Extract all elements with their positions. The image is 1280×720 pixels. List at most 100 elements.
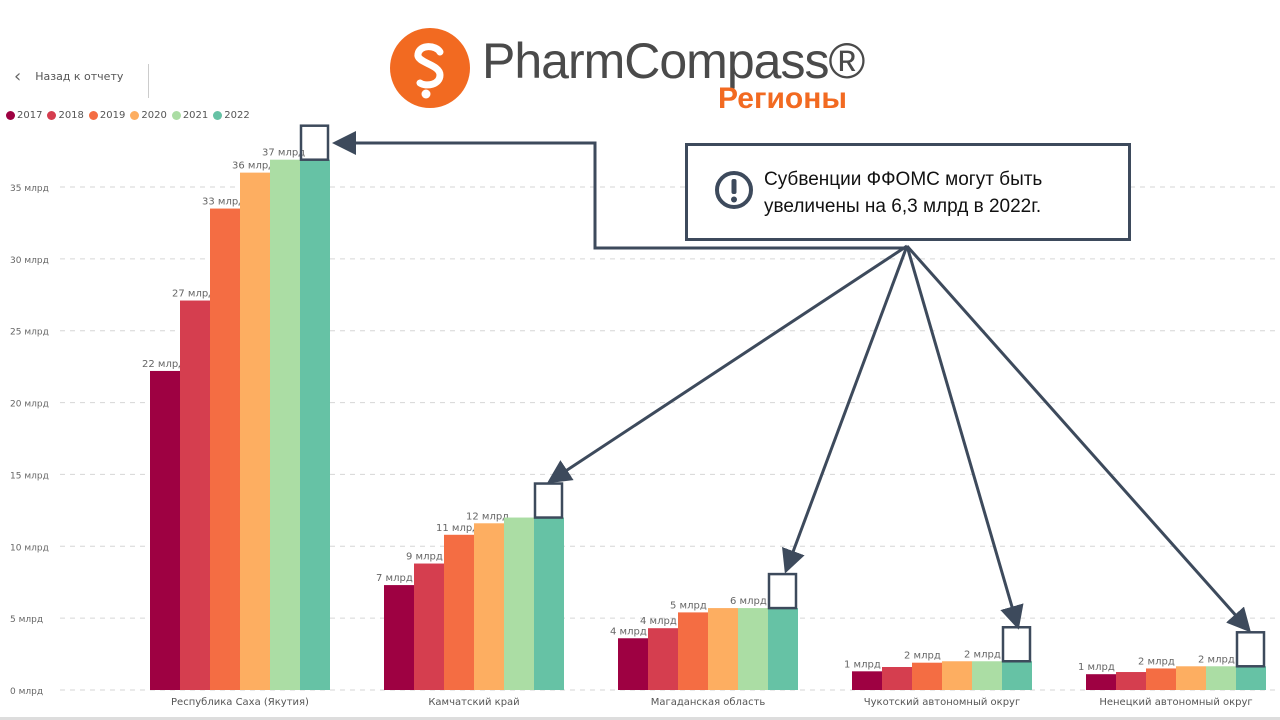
data-label: 22 млрд [142, 359, 185, 370]
legend-item-2018[interactable]: 2018 [47, 110, 84, 121]
pharmcompass-logo: PharmCompass® Регионы [390, 28, 910, 118]
data-label: 1 млрд [1078, 662, 1115, 673]
x-tick-label: Магаданская область [651, 697, 766, 708]
legend-dot-icon [6, 111, 15, 120]
bar-2021 [738, 608, 768, 690]
back-to-report-button[interactable]: ‹ Назад к отчету [14, 66, 123, 87]
x-tick-label: Ненецкий автономный округ [1099, 697, 1252, 708]
bar-2021 [270, 159, 300, 691]
bar-2022 [1236, 666, 1266, 690]
legend-item-2020[interactable]: 2020 [130, 110, 167, 121]
callout-line-1: Субвенции ФФОМС могут быть [764, 169, 1043, 190]
bar-2018 [882, 667, 912, 690]
legend-item-2021[interactable]: 2021 [171, 110, 209, 121]
toolbar-divider [148, 64, 149, 98]
callout-line-2: увеличены на 6,3 млрд в 2022г. [764, 196, 1042, 217]
legend-dot-icon [171, 111, 181, 120]
bar-2017 [150, 370, 180, 690]
data-label: 4 млрд [610, 626, 647, 637]
legend-label: 2022 [224, 110, 250, 121]
bar-2017 [618, 638, 648, 690]
bar-2019 [1146, 668, 1176, 690]
legend-dot-icon [130, 111, 140, 120]
legend-label: 2017 [17, 110, 43, 121]
highlight-box [1235, 631, 1266, 668]
bar-2019 [210, 208, 240, 691]
arrow [905, 245, 1251, 633]
bottom-border [0, 717, 1280, 720]
y-tick-label: 15 млрд [10, 471, 49, 481]
data-label: 7 млрд [376, 573, 413, 584]
bar-2018 [414, 563, 444, 690]
logo-subtitle: Регионы [718, 82, 847, 115]
bar-2021 [972, 661, 1002, 690]
bar-2022 [534, 517, 564, 690]
data-label: 36 млрд [232, 161, 275, 172]
callout-box: Субвенции ФФОМС могут быть увеличены на … [685, 143, 1131, 241]
chevron-left-icon: ‹ [14, 66, 22, 87]
bar-2022 [1002, 661, 1032, 690]
arrow-to-sakha [332, 131, 905, 250]
data-label: 11 млрд [436, 523, 479, 534]
highlight-box [1001, 626, 1032, 663]
data-label: 1 млрд [844, 659, 881, 670]
arrow [905, 245, 1024, 630]
y-tick-label: 0 млрд [10, 687, 43, 697]
legend-dot-icon [88, 111, 98, 120]
bar-2020 [240, 172, 270, 691]
x-tick-label: Республика Саха (Якутия) [171, 697, 309, 708]
y-tick-label: 35 млрд [10, 184, 49, 194]
bar-2017 [1086, 674, 1116, 690]
arrow [782, 245, 909, 574]
data-label: 9 млрд [406, 552, 443, 563]
data-label: 6 млрд [730, 596, 767, 607]
y-tick-label: 30 млрд [10, 256, 49, 266]
x-tick-label: Чукотский автономный округ [864, 697, 1020, 708]
legend-label: 2021 [182, 110, 209, 121]
bar-2018 [180, 300, 210, 690]
bar-2022 [300, 159, 330, 691]
legend-label: 2019 [99, 110, 126, 121]
data-label: 4 млрд [640, 616, 677, 627]
bar-2022 [768, 608, 798, 690]
logo-brand: PharmCompass® [482, 33, 865, 89]
bar-2017 [852, 671, 882, 690]
bar-2017 [384, 585, 414, 690]
data-label: 12 млрд [466, 511, 509, 522]
data-label: 5 млрд [670, 600, 707, 611]
back-label: Назад к отчету [35, 70, 124, 83]
highlight-box [533, 482, 564, 519]
bar-2021 [504, 517, 534, 690]
data-label: 2 млрд [964, 649, 1001, 660]
bar-2020 [708, 608, 738, 690]
legend-item-2019[interactable]: 2019 [88, 110, 126, 121]
arrow [546, 244, 908, 484]
chart-legend: 2017 2018 2019 2020 2021 2022 [6, 110, 250, 121]
y-tick-label: 5 млрд [10, 615, 43, 625]
bar-2021 [1206, 666, 1236, 690]
bar-2020 [474, 523, 504, 690]
bar-2020 [1176, 666, 1206, 690]
y-tick-label: 20 млрд [10, 400, 49, 410]
logo-mark-icon [390, 28, 470, 108]
data-label: 2 млрд [904, 651, 941, 662]
bar-2019 [912, 662, 942, 690]
legend-dot-icon [47, 111, 57, 120]
data-label: 37 млрд [262, 148, 305, 159]
highlight-box [299, 124, 330, 161]
legend-label: 2018 [58, 110, 84, 121]
legend-label: 2020 [141, 110, 167, 121]
y-tick-label: 25 млрд [10, 328, 49, 338]
x-tick-label: Камчатский край [428, 697, 519, 708]
exclamation-circle-icon [714, 170, 754, 214]
data-label: 2 млрд [1198, 654, 1235, 665]
bar-2018 [1116, 672, 1146, 690]
bar-2019 [678, 612, 708, 690]
bar-2019 [444, 534, 474, 690]
bar-2018 [648, 628, 678, 690]
bar-2020 [942, 661, 972, 690]
legend-item-2017[interactable]: 2017 [6, 110, 42, 121]
legend-item-2022[interactable]: 2022 [213, 110, 250, 121]
legend-dot-icon [213, 111, 223, 120]
